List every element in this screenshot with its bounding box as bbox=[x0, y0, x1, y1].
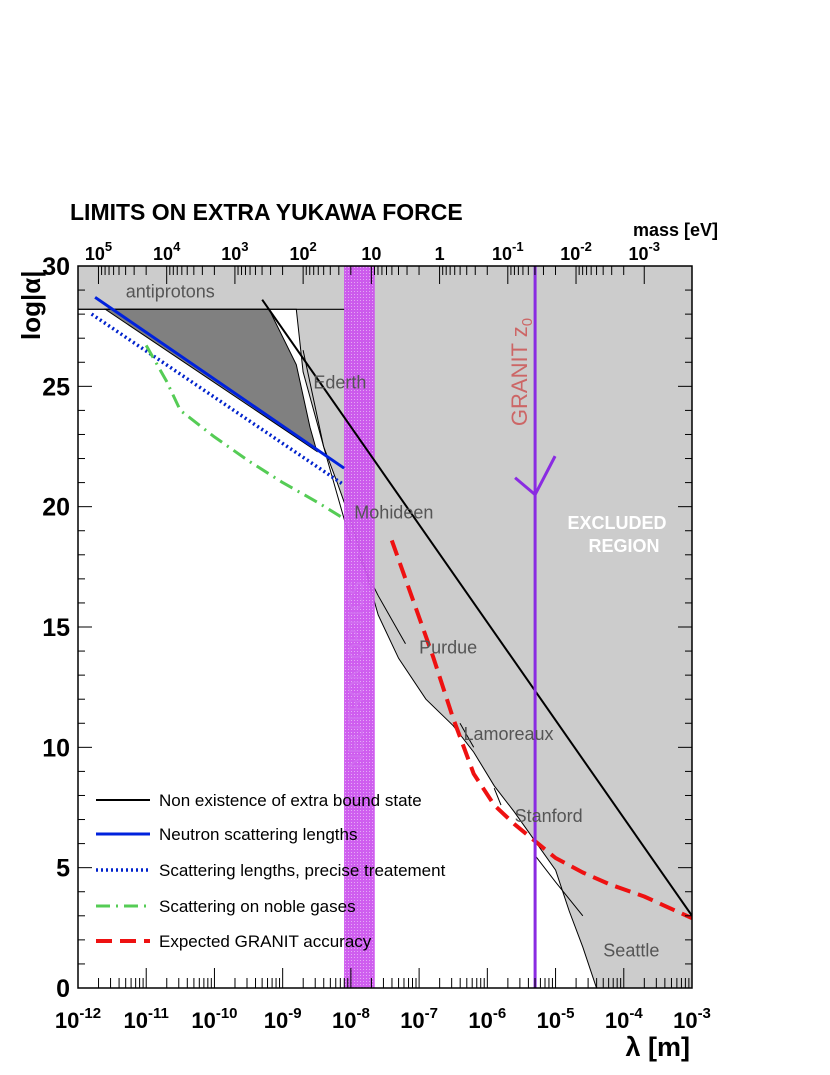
experiment-label: antiprotons bbox=[126, 281, 215, 301]
top-tick-label: 10-3 bbox=[628, 239, 660, 264]
experiment-label: Seattle bbox=[603, 941, 659, 961]
experiment-segment bbox=[302, 350, 352, 543]
top-tick-label: 103 bbox=[221, 239, 248, 264]
y-axis-label: log|α| bbox=[16, 270, 46, 340]
y-tick-label: 0 bbox=[56, 975, 70, 1003]
chart-title: LIMITS ON EXTRA YUKAWA FORCE bbox=[70, 199, 463, 225]
y-tick-label: 20 bbox=[42, 494, 70, 522]
x-axis-label: λ [m] bbox=[625, 1032, 690, 1062]
x-tick-label: 10-6 bbox=[468, 1005, 506, 1033]
annotations: antiprotons Ederth Mohideen Purdue Lamoreaux… bbox=[126, 281, 667, 960]
series-line-3 bbox=[144, 344, 345, 520]
legend: Non existence of extra bound state Neutro… bbox=[96, 791, 446, 951]
granit-z0-label: GRANIT z0 bbox=[507, 318, 536, 426]
x-tick-label: 10-8 bbox=[332, 1005, 370, 1033]
experiment-segment bbox=[459, 723, 475, 748]
experiment-segment bbox=[493, 788, 502, 806]
excluded-label: EXCLUDED bbox=[567, 513, 666, 533]
x-tick-label: 10-7 bbox=[400, 1005, 438, 1033]
experiment-label: Lamoreaux bbox=[463, 724, 553, 744]
top-tick-label: 10 bbox=[361, 244, 381, 264]
series-line-4 bbox=[389, 539, 692, 921]
y-tick-label: 25 bbox=[42, 373, 70, 401]
x-tick-label: 10-12 bbox=[55, 1005, 101, 1033]
legend-entry: Neutron scattering lengths bbox=[159, 825, 357, 844]
x-tick-label: 10-9 bbox=[264, 1005, 302, 1033]
series-line-2 bbox=[90, 312, 346, 487]
x-tick-label: 10-3 bbox=[673, 1005, 711, 1033]
legend-entry: Expected GRANIT accuracy bbox=[159, 932, 372, 951]
y-tick-label: 15 bbox=[42, 614, 70, 642]
combined-limit-region bbox=[103, 308, 318, 453]
plot-area bbox=[78, 266, 692, 988]
neutron-optics-band bbox=[344, 266, 375, 988]
excluded-region bbox=[78, 266, 692, 988]
series-line-1 bbox=[94, 296, 345, 470]
granit-arrow bbox=[514, 455, 557, 497]
x-tick-label: 10-10 bbox=[191, 1005, 237, 1033]
top-tick-label: 102 bbox=[290, 239, 317, 264]
neutron-optics-label: NEUTRON OPTICS bbox=[345, 581, 368, 769]
legend-entry: Scattering lengths, precise treatement bbox=[159, 861, 446, 880]
legend-entry: Scattering on noble gases bbox=[159, 897, 356, 916]
x-tick-label: 10-4 bbox=[605, 1005, 643, 1033]
y-tick-label: 10 bbox=[42, 734, 70, 762]
excluded-label: REGION bbox=[588, 536, 659, 556]
legend-entry: Non existence of extra bound state bbox=[159, 791, 422, 810]
top-tick-label: 1 bbox=[435, 244, 445, 264]
experiment-segment bbox=[534, 855, 584, 917]
top-tick-label: 10-1 bbox=[492, 239, 524, 264]
experiment-label: Ederth bbox=[313, 373, 366, 393]
top-axis-label: mass [eV] bbox=[633, 220, 718, 240]
experiment-label: Purdue bbox=[419, 637, 477, 657]
x-tick-label: 10-5 bbox=[537, 1005, 575, 1033]
y-tick-label: 30 bbox=[42, 253, 70, 281]
top-tick-label: 104 bbox=[153, 239, 181, 264]
x-tick-label: 10-11 bbox=[124, 1005, 169, 1033]
top-tick-label: 105 bbox=[85, 239, 112, 264]
series-line-0 bbox=[261, 299, 692, 917]
experiment-label: Stanford bbox=[515, 806, 583, 826]
top-tick-label: 10-2 bbox=[560, 239, 592, 264]
y-tick-label: 5 bbox=[56, 855, 70, 883]
experiment-label: Mohideen bbox=[354, 503, 433, 523]
